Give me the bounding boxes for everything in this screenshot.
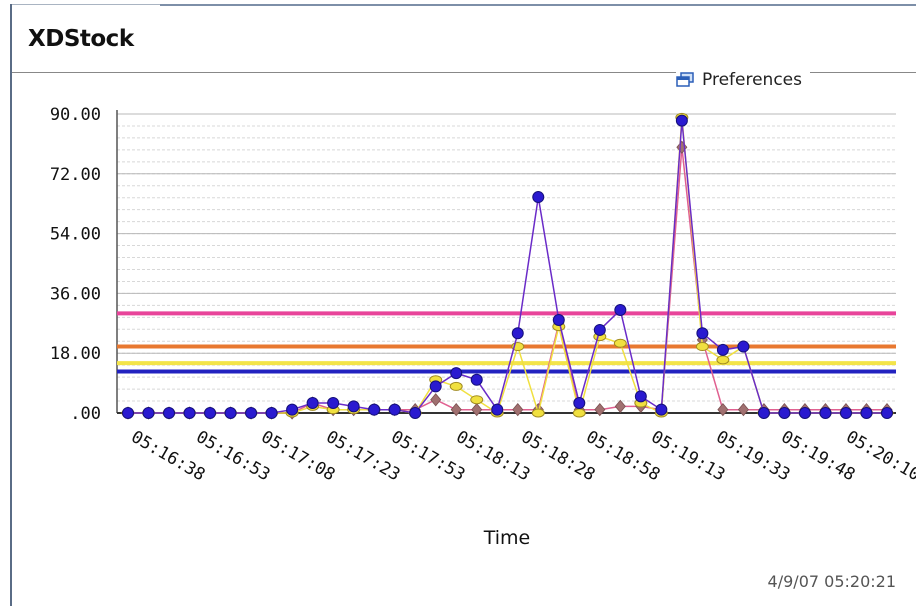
- data-point: [594, 403, 606, 417]
- chart-panel: [10, 4, 915, 605]
- data-point: [368, 403, 381, 416]
- data-point: [634, 390, 647, 403]
- timestamp: 4/9/07 05:20:21: [767, 572, 896, 591]
- data-point: [470, 373, 483, 386]
- x-tick-label: 05:18:58: [583, 427, 664, 485]
- data-point: [388, 403, 401, 416]
- data-point: [881, 407, 893, 419]
- data-point: [819, 407, 832, 419]
- x-tick-label: 05:16:53: [193, 427, 274, 485]
- data-point: [798, 407, 811, 419]
- x-tick-label: 05:19:33: [713, 427, 794, 485]
- data-point: [860, 407, 873, 419]
- x-tick-label: 05:18:28: [518, 427, 599, 485]
- data-point: [306, 397, 319, 410]
- window-title: XDStock: [28, 26, 134, 52]
- y-tick-label: 36.00: [50, 284, 101, 304]
- data-point: [512, 403, 524, 417]
- data-point: [716, 343, 729, 356]
- x-tick-label: 05:18:13: [453, 427, 534, 485]
- x-tick-label: 05:16:38: [128, 427, 209, 485]
- data-point: [327, 397, 340, 410]
- data-point: [695, 342, 709, 352]
- data-point: [450, 403, 462, 417]
- data-point: [430, 393, 442, 407]
- data-point: [716, 355, 730, 365]
- data-point: [409, 407, 422, 419]
- data-point: [470, 395, 484, 405]
- data-point: [224, 407, 237, 419]
- data-point: [655, 403, 668, 416]
- data-point: [471, 403, 483, 417]
- data-point: [675, 114, 688, 127]
- y-tick-label: 72.00: [50, 165, 101, 185]
- data-point: [286, 403, 299, 416]
- data-point: [839, 407, 852, 419]
- y-tick-label: 54.00: [50, 225, 101, 245]
- x-axis-label: Time: [483, 527, 531, 549]
- data-point: [737, 340, 750, 353]
- data-point: [737, 403, 749, 417]
- data-point: [511, 327, 524, 340]
- data-point: [614, 304, 627, 317]
- data-point: [449, 381, 463, 391]
- y-tick-label: 90.00: [50, 105, 101, 125]
- data-point: [122, 407, 134, 419]
- x-tick-label: 05:19:48: [778, 427, 859, 485]
- data-point: [572, 408, 586, 418]
- data-point: [593, 323, 606, 336]
- data-point: [491, 403, 504, 416]
- data-point: [265, 407, 278, 419]
- data-point: [183, 407, 196, 419]
- series-line: [128, 120, 887, 414]
- data-point: [613, 338, 627, 348]
- data-point: [552, 313, 565, 326]
- x-tick-label: 05:20:10: [843, 427, 916, 485]
- panel-top-border: [160, 4, 916, 6]
- data-point: [696, 327, 709, 340]
- data-point: [717, 403, 729, 417]
- data-point: [450, 367, 463, 380]
- window-icon: [676, 72, 694, 88]
- data-point: [614, 399, 626, 413]
- title-separator: [12, 72, 916, 73]
- data-point: [142, 407, 155, 419]
- data-point: [204, 407, 217, 419]
- x-tick-label: 05:17:08: [258, 427, 339, 485]
- data-point: [757, 407, 770, 419]
- data-point: [163, 407, 176, 419]
- preferences-label: Preferences: [702, 70, 802, 90]
- data-point: [245, 407, 258, 419]
- data-point: [429, 380, 442, 393]
- data-point: [532, 191, 545, 204]
- y-tick-label: .00: [70, 404, 101, 424]
- data-point: [778, 407, 791, 419]
- y-tick-label: 18.00: [50, 344, 101, 364]
- x-tick-label: 05:19:13: [648, 427, 729, 485]
- data-point: [531, 408, 545, 418]
- preferences-button[interactable]: Preferences: [676, 66, 810, 94]
- data-point: [573, 397, 586, 410]
- x-tick-label: 05:17:53: [388, 427, 469, 485]
- panel-left-border: [10, 4, 12, 606]
- data-point: [347, 400, 360, 413]
- x-tick-label: 05:17:23: [323, 427, 404, 485]
